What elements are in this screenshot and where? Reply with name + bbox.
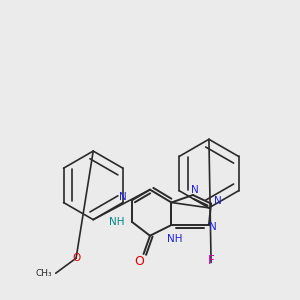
Text: CH₃: CH₃: [36, 269, 52, 278]
Text: N: N: [119, 192, 127, 202]
Text: NH: NH: [167, 234, 182, 244]
Text: O: O: [134, 255, 144, 268]
Text: N: N: [191, 184, 199, 195]
Text: O: O: [72, 253, 80, 263]
Text: N: N: [209, 222, 217, 232]
Text: NH: NH: [109, 217, 124, 227]
Text: N: N: [214, 196, 221, 206]
Text: F: F: [208, 254, 214, 267]
